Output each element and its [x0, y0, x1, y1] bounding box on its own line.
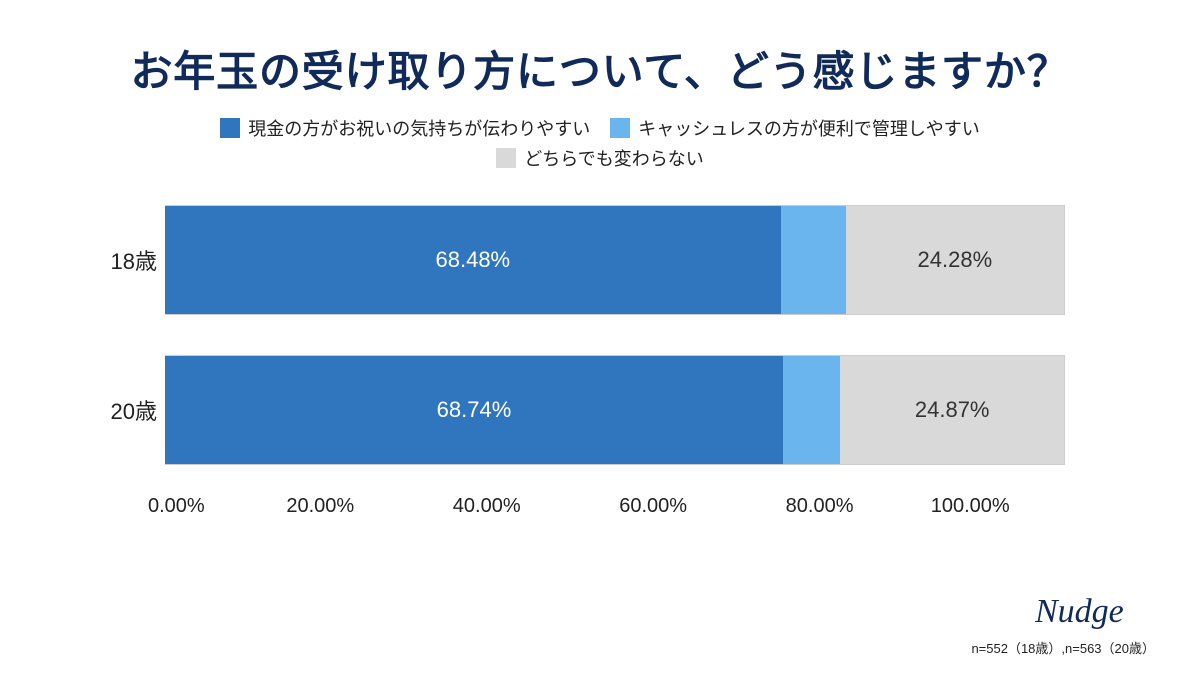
x-tick-2: 40.00% — [453, 485, 521, 518]
bar-18-seg-cashless — [781, 206, 846, 314]
legend-swatch-cash — [220, 118, 240, 138]
legend-label-cash: 現金の方がお祝いの気持ちが伝わりやすい — [248, 115, 590, 141]
legend-swatch-cashless — [610, 118, 630, 138]
bar-20-seg-cash-value: 68.74% — [437, 397, 512, 423]
x-axis: 0.00% 20.00% 40.00% 60.00% 80.00% 100.00… — [165, 485, 1065, 518]
x-tick-3: 60.00% — [619, 485, 687, 518]
bar-18-seg-either: 24.28% — [846, 206, 1064, 314]
legend-item-cash: 現金の方がお祝いの気持ちが伝わりやすい — [220, 115, 590, 141]
bar-20: 68.74% 24.87% — [165, 355, 1065, 465]
category-label-20: 20歳 — [97, 394, 157, 426]
legend-row-2: どちらでも変わらない — [496, 145, 703, 171]
sample-size-note: n=552（18歳）,n=563（20歳） — [971, 638, 1155, 657]
legend-label-either: どちらでも変わらない — [524, 145, 703, 171]
bar-row-20: 20歳 68.74% 24.87% — [165, 355, 1065, 465]
bar-20-seg-cashless — [783, 356, 840, 464]
logo-text: Nudge — [1035, 593, 1124, 630]
legend: 現金の方がお祝いの気持ちが伝わりやすい キャッシュレスの方が便利で管理しやすい … — [0, 115, 1200, 171]
brand-logo: Nudge — [1035, 592, 1155, 637]
legend-swatch-either — [496, 148, 516, 168]
chart-title: お年玉の受け取り方について、どう感じますか？ — [0, 38, 1200, 99]
bar-20-seg-cash: 68.74% — [165, 356, 783, 464]
bar-18: 68.48% 24.28% — [165, 205, 1065, 315]
nudge-logo-svg: Nudge — [1035, 592, 1155, 632]
legend-item-cashless: キャッシュレスの方が便利で管理しやすい — [610, 115, 979, 141]
legend-item-either: どちらでも変わらない — [496, 145, 703, 171]
x-tick-0: 0.00% — [148, 485, 205, 518]
x-tick-1: 20.00% — [286, 485, 354, 518]
legend-row-1: 現金の方がお祝いの気持ちが伝わりやすい キャッシュレスの方が便利で管理しやすい — [220, 115, 979, 141]
bar-18-seg-either-value: 24.28% — [918, 247, 993, 273]
x-tick-4: 80.00% — [786, 485, 854, 518]
chart: 18歳 68.48% 24.28% 20歳 68.74% 24.87% 0.00… — [165, 185, 1065, 525]
bar-20-seg-either-value: 24.87% — [915, 397, 990, 423]
bar-18-seg-cash-value: 68.48% — [436, 247, 511, 273]
bar-18-seg-cash: 68.48% — [165, 206, 781, 314]
category-label-18: 18歳 — [97, 244, 157, 276]
x-tick-5: 100.00% — [931, 485, 1010, 518]
bars-container: 18歳 68.48% 24.28% 20歳 68.74% 24.87% — [165, 185, 1065, 485]
bar-20-seg-either: 24.87% — [840, 356, 1064, 464]
legend-label-cashless: キャッシュレスの方が便利で管理しやすい — [638, 115, 979, 141]
bar-row-18: 18歳 68.48% 24.28% — [165, 205, 1065, 315]
